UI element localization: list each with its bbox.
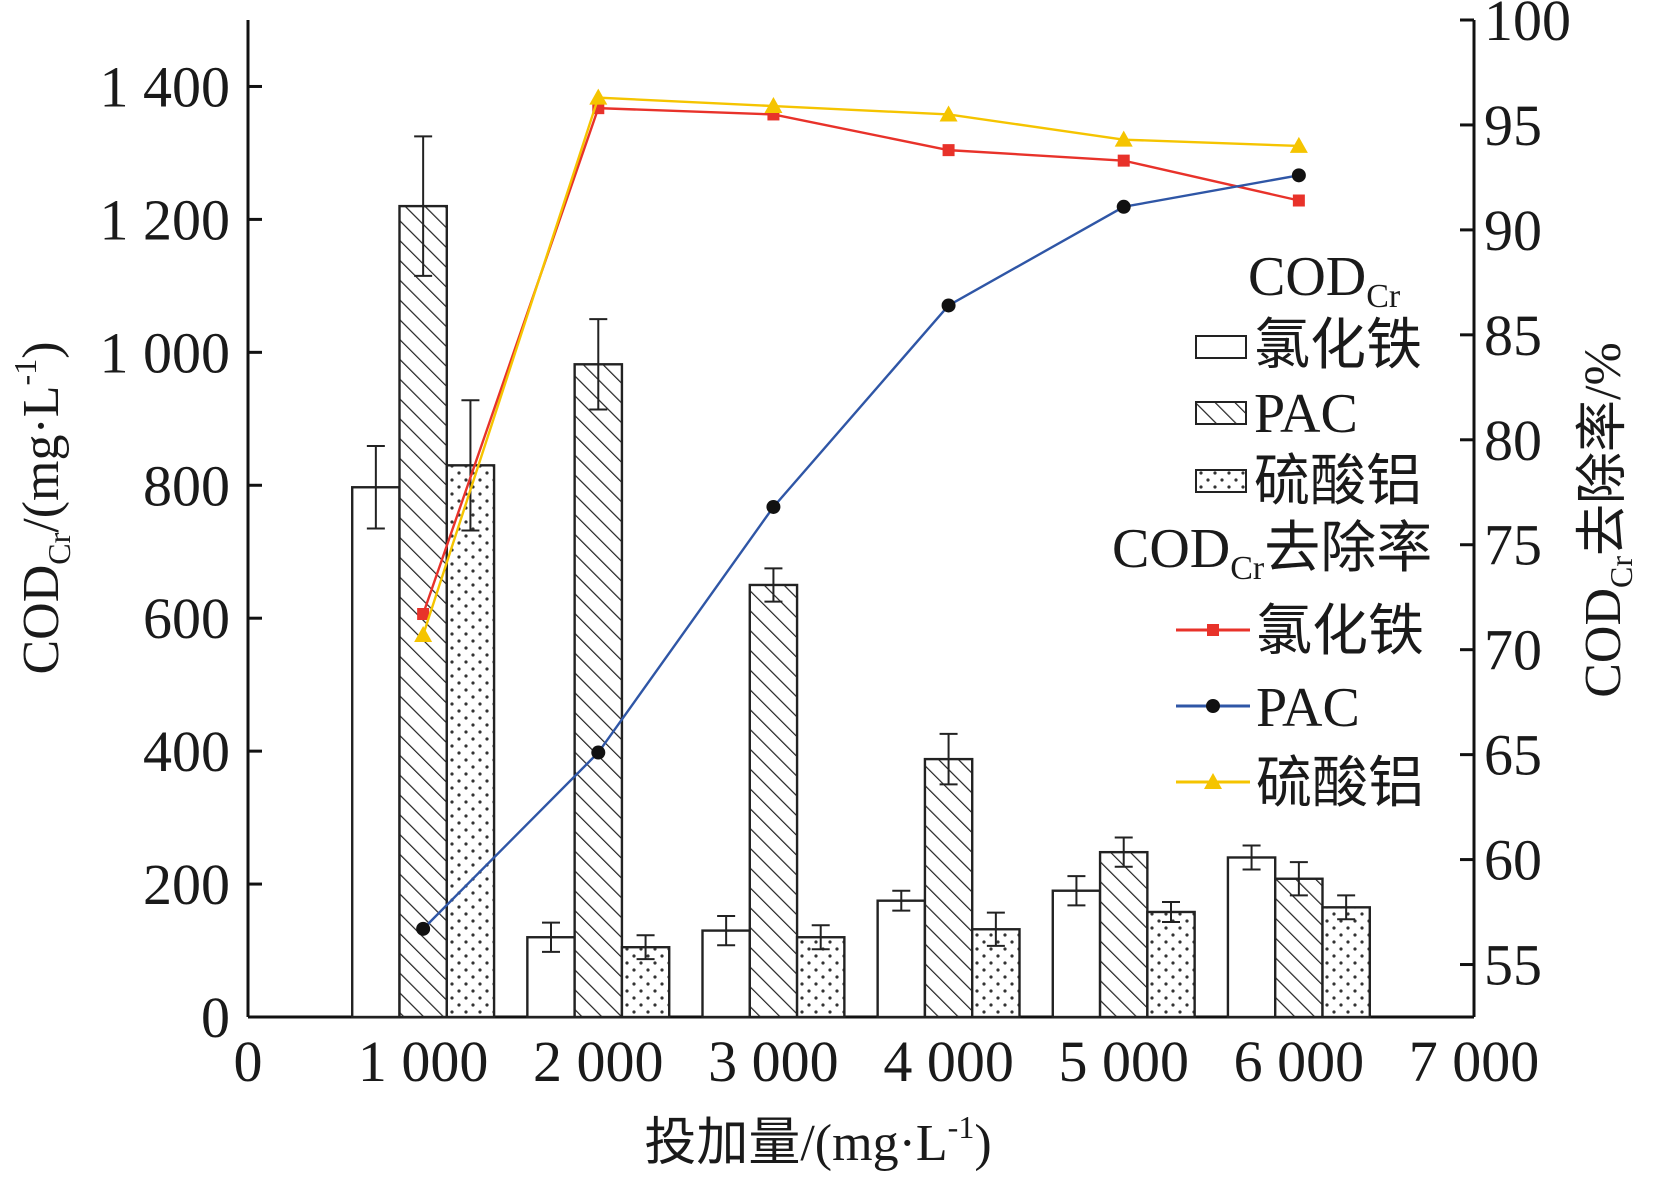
y-left-tick-label: 200 [143,852,230,917]
y-left-tick-label: 400 [143,719,230,784]
marker-aluminum-sulfate [939,105,958,122]
y-left-axis-title-sup: -1 [7,359,43,386]
y-right-axis-title: CODCr去除率/% [1575,342,1639,698]
bar-pac [748,583,799,1019]
y-right-axis-title-main: COD [1575,588,1632,698]
bar-pac [573,363,624,1019]
y-left-axis-title-rest: /(mg·L [13,385,70,532]
marker-aluminum-sulfate [1289,136,1308,153]
line-ferric-chloride [422,106,1300,615]
bar-pac [1274,877,1324,1019]
legend-swatch-pac [1195,401,1247,425]
x-tick-label: 4 000 [883,1029,1014,1094]
bar-ferric-chloride [1051,889,1102,1019]
y-right-tick-label: 70 [1484,618,1542,683]
marker-pac [1291,168,1306,183]
bar-ferric-chloride [876,899,927,1019]
marker-aluminum-sulfate [764,97,783,114]
y-right-tick-label: 75 [1484,513,1542,578]
marker-pac [941,298,956,313]
legend-label-line-ferric-chloride: 氯化铁 [1256,601,1424,663]
y-right-tick-label: 65 [1484,723,1542,788]
legend-label-bar-pac: PAC [1254,383,1358,445]
marker-ferric-chloride [1292,194,1305,207]
y-right-tick-label: 85 [1484,303,1542,368]
bar-pac [1098,850,1149,1019]
bar-aluminum-sulfate [1321,906,1371,1019]
legend-marker-pac [1206,699,1220,713]
x-tick-label: 3 000 [708,1029,839,1094]
y-left-axis-title: CODCr/(mg·L-1) [7,341,77,674]
y-right-tick-label: 80 [1484,408,1542,473]
y-left-tick-label: 1 000 [100,320,231,385]
marker-ferric-chloride [1117,154,1130,167]
legend-swatch-aluminum-sulfate [1195,469,1247,493]
y-right-axis-title-rest: 去除率/% [1575,342,1632,556]
x-axis-title-main: 投加量/(mg·L [644,1115,947,1172]
y-right-axis-title-sub: Cr [1603,556,1639,588]
marker-aluminum-sulfate [589,88,608,105]
x-tick-label: 5 000 [1058,1029,1189,1094]
y-left-tick-label: 800 [143,453,230,518]
y-right-tick-label: 95 [1484,93,1542,158]
y-left-tick-label: 0 [201,985,230,1050]
y-left-axis-title-sub: Cr [41,532,77,564]
bar-ferric-chloride [1226,856,1277,1019]
x-tick-label: 1 000 [358,1029,489,1094]
bar-pac [923,757,974,1019]
bar-aluminum-sulfate [1146,910,1196,1019]
y-right-tick-label: 55 [1484,933,1542,998]
x-tick-label: 6 000 [1234,1029,1365,1094]
marker-ferric-chloride [942,144,955,157]
legend-swatch-ferric-chloride [1195,335,1247,359]
x-axis-title: 投加量/(mg·L-1) [644,1109,991,1172]
x-tick-label: 2 000 [533,1029,664,1094]
marker-aluminum-sulfate [1114,130,1133,147]
y-right-tick-label: 100 [1484,0,1571,53]
x-axis-title-sup: -1 [948,1109,975,1145]
marker-pac [591,745,606,760]
legend-label-line-aluminum-sulfate: 硫酸铝 [1256,753,1424,815]
x-axis-title-end: ) [974,1115,991,1172]
legend: CODCr 氯化铁 PAC 硫酸铝 CODCr去除率 氯化铁 PAC 硫酸铝 [1112,246,1432,815]
line-series-group [414,88,1308,936]
marker-ferric-chloride [417,608,430,621]
y-left-tick-label: 1 200 [100,187,231,252]
marker-pac [1116,199,1131,214]
marker-aluminum-sulfate [414,625,433,642]
y-left-axis-title-main: COD [13,565,70,675]
y-left-axis-title-end: ) [13,341,70,358]
line-pac [422,174,1300,930]
marker-pac [766,499,781,514]
legend-label-bar-ferric-chloride: 氯化铁 [1254,315,1422,377]
y-left-tick-label: 600 [143,586,230,651]
legend-label-line-pac: PAC [1256,677,1360,739]
legend-marker-ferric-chloride [1207,624,1219,636]
marker-pac [416,921,431,936]
bar-aluminum-sulfate [795,936,846,1019]
x-tick-label: 7 000 [1409,1029,1540,1094]
x-tick-label: 0 [234,1029,263,1094]
y-right-tick-label: 90 [1484,198,1542,263]
bar-aluminum-sulfate [445,464,496,1019]
legend-marker-aluminum-sulfate [1204,773,1222,789]
bar-ferric-chloride [351,486,401,1019]
y-right-tick-label: 60 [1484,828,1542,893]
y-left-tick-label: 1 400 [100,54,231,119]
legend-label-bar-aluminum-sulfate: 硫酸铝 [1254,451,1422,513]
line-aluminum-sulfate [422,96,1299,636]
legend-bars-title: CODCr [1248,246,1401,315]
legend-lines-title: CODCr去除率 [1112,518,1432,587]
